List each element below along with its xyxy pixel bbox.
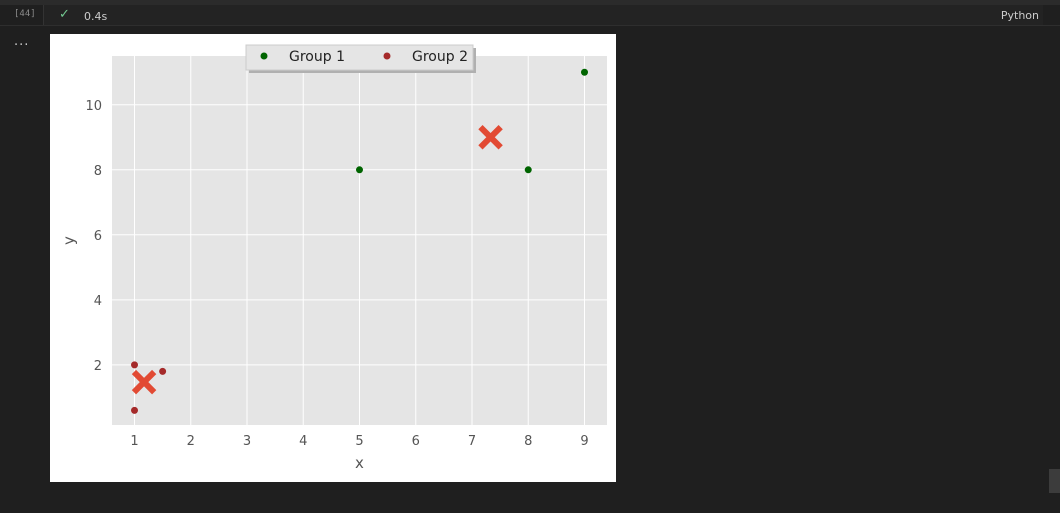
- execution-count: [44]: [14, 9, 36, 19]
- centroid-markers: [131, 125, 503, 395]
- y-tick-label: 8: [94, 164, 102, 179]
- legend-box: [245, 44, 474, 71]
- y-tick-label: 2: [94, 359, 102, 374]
- x-tick-label: 9: [580, 434, 588, 449]
- x-tick-label: 4: [299, 434, 307, 449]
- x-tick-labels: 1 2 3 4 5 6 7 8 9: [130, 434, 588, 449]
- legend-label-group2: Group 2: [412, 49, 468, 65]
- centroid-marker: [131, 369, 157, 395]
- y-tick-label: 10: [85, 99, 102, 114]
- data-point-group2: [131, 406, 138, 414]
- x-tick-label: 8: [524, 434, 532, 449]
- x-tick-label: 7: [468, 434, 476, 449]
- plot-output: 1 2 3 4 5 6 7 8 9 2 4 6 8 10 x y Group 1 Group 2: [50, 34, 616, 482]
- data-point-group1: [524, 166, 532, 174]
- y-tick-labels: 2 4 6 8 10: [85, 99, 102, 374]
- legend-label-group1: Group 1: [289, 49, 345, 65]
- data-point-group2: [159, 367, 167, 375]
- scrollbar-thumb[interactable]: [1049, 469, 1060, 493]
- legend-marker-group1: [260, 52, 268, 60]
- data-point-group1: [581, 68, 588, 76]
- output-menu-icon[interactable]: ...: [14, 34, 30, 49]
- x-tick-label: 2: [187, 434, 195, 449]
- y-tick-label: 6: [94, 229, 102, 244]
- x-axis-label: x: [355, 454, 364, 472]
- legend: Group 1 Group 2: [245, 44, 476, 73]
- data-point-group2: [131, 361, 138, 369]
- data-point-group1: [356, 166, 363, 174]
- y-axis-label: y: [60, 236, 78, 245]
- x-tick-label: 6: [412, 434, 420, 449]
- grid-lines: [112, 56, 607, 425]
- legend-marker-group2: [383, 52, 391, 60]
- x-tick-label: 3: [243, 434, 251, 449]
- x-tick-label: 1: [130, 434, 138, 449]
- y-tick-label: 4: [94, 294, 102, 309]
- data-points: [131, 68, 588, 414]
- check-icon: ✓: [59, 7, 70, 22]
- cell-status-bar: ✓ 0.4s Python: [43, 5, 1043, 25]
- language-selector[interactable]: Python: [1000, 9, 1039, 22]
- centroid-marker: [478, 125, 503, 150]
- scatter-chart: 1 2 3 4 5 6 7 8 9 2 4 6 8 10 x y Group 1 Group 2: [60, 44, 607, 472]
- x-tick-label: 5: [355, 434, 363, 449]
- cell-header: [44] ✓ 0.4s Python: [0, 5, 1060, 26]
- execution-duration: 0.4s: [84, 10, 108, 23]
